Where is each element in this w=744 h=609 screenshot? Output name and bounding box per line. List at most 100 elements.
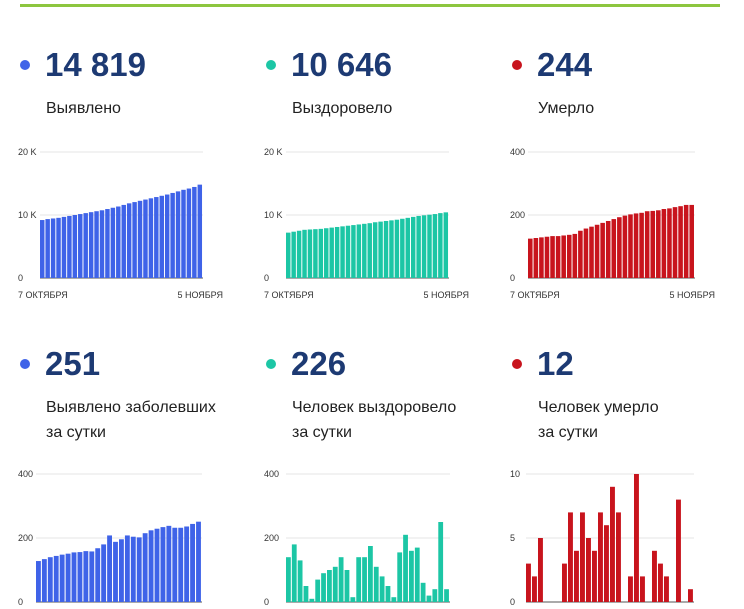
- bar: [664, 576, 669, 602]
- card-deaths-total: 244 Умерло 0 200 400 7 ОКТЯБРЯ 5 НОЯБРЯ: [510, 42, 740, 307]
- bar: [414, 547, 420, 602]
- bar: [391, 597, 397, 602]
- bar: [538, 538, 543, 602]
- bar: [403, 534, 408, 602]
- bar: [116, 206, 121, 278]
- recovered-daily-chart: 0 200 400: [264, 469, 450, 607]
- bar: [611, 219, 617, 278]
- bar: [50, 218, 56, 278]
- bar: [562, 563, 567, 602]
- bar: [350, 597, 356, 602]
- bar: [89, 551, 95, 602]
- bar: [196, 521, 201, 602]
- bar: [432, 589, 438, 602]
- bar: [652, 550, 657, 602]
- bar: [291, 544, 297, 602]
- bar: [143, 199, 148, 278]
- bar: [159, 195, 164, 278]
- bar: [394, 219, 400, 278]
- recovered-total-value: 10 646: [291, 46, 392, 83]
- top-accent-line: [20, 4, 720, 7]
- bar: [59, 554, 65, 602]
- y-tick-label: 20 K: [264, 147, 283, 157]
- bar: [373, 566, 379, 602]
- bar: [307, 229, 313, 278]
- bar: [321, 573, 326, 602]
- bar: [192, 186, 197, 278]
- bar: [683, 204, 689, 278]
- bar: [329, 227, 334, 278]
- bar: [617, 217, 622, 278]
- bar: [119, 539, 124, 602]
- bar: [605, 220, 611, 278]
- recovered-daily-label: Человек выздоровело: [292, 399, 457, 416]
- bar: [594, 224, 600, 278]
- bar: [622, 215, 628, 278]
- bar: [420, 582, 426, 602]
- bar: [130, 536, 136, 602]
- confirmed-daily-value: 251: [45, 345, 101, 382]
- bar: [315, 579, 321, 602]
- y-tick-label: 200: [18, 533, 33, 543]
- bar: [583, 228, 589, 278]
- bar: [689, 204, 694, 278]
- bar: [544, 236, 550, 278]
- bar: [678, 206, 683, 278]
- bar: [197, 184, 203, 278]
- bar: [113, 541, 118, 602]
- bar: [170, 192, 175, 278]
- bar: [94, 211, 99, 278]
- card-recovered-daily: 226 Человек выздоровело за сутки 0 200 400: [264, 342, 494, 609]
- bar: [154, 528, 160, 602]
- bar: [592, 550, 597, 602]
- bar: [77, 552, 83, 602]
- bar: [566, 234, 572, 278]
- confirmed-daily-sublabel: за сутки: [46, 424, 106, 441]
- bar: [568, 512, 573, 602]
- bar: [95, 548, 101, 602]
- bar: [368, 546, 373, 602]
- bar: [362, 223, 367, 278]
- bar: [676, 499, 681, 602]
- bar: [640, 576, 645, 602]
- bar: [528, 238, 533, 279]
- bar: [432, 214, 438, 278]
- bar: [303, 586, 309, 602]
- y-tick-label: 10 K: [264, 210, 283, 220]
- bar: [385, 586, 391, 602]
- bar: [400, 218, 405, 278]
- bar: [126, 203, 132, 278]
- bar: [389, 220, 394, 278]
- y-tick-label: 400: [264, 469, 279, 479]
- bar: [533, 238, 539, 278]
- bar: [409, 550, 414, 602]
- deaths-total-label: Умерло: [538, 100, 595, 117]
- bar: [572, 233, 578, 278]
- bar: [190, 523, 195, 602]
- bar: [166, 525, 172, 602]
- bar: [532, 576, 537, 602]
- bar: [574, 550, 579, 602]
- bar: [297, 560, 303, 602]
- bar: [36, 561, 41, 602]
- bar: [175, 191, 181, 279]
- bar: [550, 236, 555, 278]
- bar: [286, 232, 291, 278]
- bar: [443, 212, 449, 278]
- bar: [45, 219, 50, 278]
- y-tick-label: 10: [510, 469, 520, 479]
- confirmed-total-chart: 0 10 K 20 K 7 ОКТЯБРЯ 5 НОЯБРЯ: [18, 147, 223, 300]
- bar: [600, 222, 605, 279]
- bar: [105, 209, 110, 278]
- bar: [598, 512, 603, 602]
- bar: [526, 563, 531, 602]
- bar: [83, 551, 89, 602]
- bar: [78, 214, 83, 278]
- y-tick-label: 10 K: [18, 210, 37, 220]
- bar: [132, 202, 137, 278]
- bar: [47, 557, 53, 602]
- bar: [296, 230, 302, 278]
- bar: [309, 598, 315, 602]
- bar: [372, 222, 378, 278]
- bar: [178, 527, 184, 602]
